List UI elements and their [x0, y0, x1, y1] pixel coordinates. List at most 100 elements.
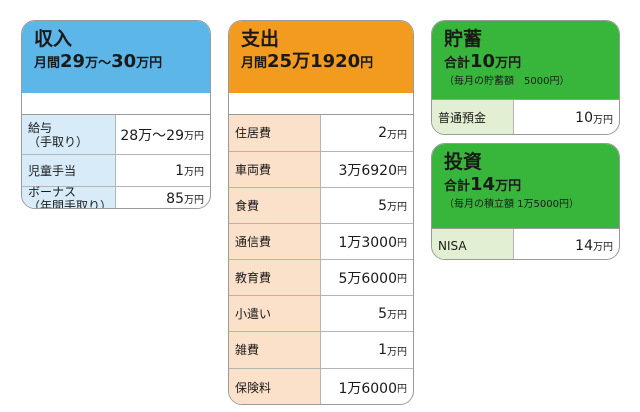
- investment-total-amount: 14: [470, 174, 496, 195]
- savings-total-prefix: 合計: [444, 56, 471, 71]
- savings-header: 貯蓄 合計10万円 （毎月の貯蓄額 5000円）: [432, 21, 619, 99]
- expense-row-value-num: 1万6000: [338, 380, 397, 397]
- investment-row-value-unit: 万円: [593, 242, 613, 253]
- income-row-label-line2: （手取り）: [28, 134, 89, 149]
- expense-row-value: 1万3000 円: [321, 224, 413, 259]
- savings-card: 貯蓄 合計10万円 （毎月の貯蓄額 5000円） 普通預金 10 万円: [431, 20, 620, 135]
- expense-row-allowance: 小遣い 5 万円: [229, 296, 413, 332]
- investment-total: 合計14万円: [444, 174, 607, 198]
- expense-row-value-num: 1万3000: [338, 234, 397, 251]
- expense-row-value-num: 3万6920: [338, 162, 397, 179]
- investment-title: 投資: [444, 151, 483, 173]
- expense-row-label: 小遣い: [229, 296, 321, 331]
- expense-row-education: 教育費 5万6000 円: [229, 260, 413, 296]
- expense-row-label: 通信費: [229, 224, 321, 259]
- investment-total-unit: 万円: [495, 179, 522, 194]
- income-total-prefix: 月間: [34, 56, 61, 71]
- expense-row-vehicle: 車両費 3万6920 円: [229, 152, 413, 188]
- income-row-label: 給与 （手取り）: [22, 115, 116, 154]
- income-row-value-unit: 万円: [184, 167, 204, 178]
- income-row-label: ボーナス （年間手取り）: [22, 184, 116, 209]
- expense-row-value-unit: 万円: [387, 346, 407, 358]
- expense-row-value-num: 2: [378, 125, 387, 141]
- savings-total-amount: 10: [470, 51, 496, 72]
- savings-subtitle: （毎月の貯蓄額 5000円）: [444, 76, 570, 87]
- expense-row-label: 住居費: [229, 115, 321, 151]
- savings-row-value: 10 万円: [514, 100, 619, 134]
- income-row-value-unit: 万円: [184, 131, 204, 142]
- expense-row-insurance: 保険料 1万6000 円: [229, 369, 413, 404]
- expense-card: 支出 月間25万1920円 住居費 2 万円 車両費 3万6920 円 食費 5 万円…: [228, 20, 414, 405]
- investment-table: NISA 14 万円: [432, 228, 619, 259]
- income-row-value-num: 1: [175, 162, 184, 179]
- expense-total-prefix: 月間: [241, 56, 268, 71]
- expense-table: 住居費 2 万円 車両費 3万6920 円 食費 5 万円 通信費 1万3000 円 教…: [229, 114, 413, 404]
- expense-row-value: 2 万円: [321, 115, 413, 151]
- expense-row-value: 3万6920 円: [321, 152, 413, 187]
- savings-row-label: 普通預金: [432, 100, 514, 134]
- expense-row-value: 5 万円: [321, 188, 413, 223]
- expense-row-value: 1 万円: [321, 332, 413, 368]
- savings-table: 普通預金 10 万円: [432, 99, 619, 134]
- expense-row-value-num: 1: [378, 342, 387, 358]
- expense-row-housing: 住居費 2 万円: [229, 115, 413, 152]
- expense-row-value-unit: 万円: [387, 129, 407, 141]
- expense-row-label: 食費: [229, 188, 321, 223]
- income-header: 収入 月間29万～30万円: [22, 21, 210, 93]
- expense-row-telecom: 通信費 1万3000 円: [229, 224, 413, 260]
- investment-subtitle: （毎月の積立額 1万5000円）: [444, 199, 579, 210]
- investment-row-value-num: 14: [575, 237, 593, 254]
- expense-header: 支出 月間25万1920円: [229, 21, 413, 93]
- income-row-value: 28万～29 万円: [116, 115, 210, 154]
- expense-total: 月間25万1920円: [241, 51, 401, 75]
- expense-row-label: 教育費: [229, 260, 321, 295]
- expense-row-value-num: 5万6000: [338, 270, 397, 287]
- income-row-label-line1: ボーナス: [28, 184, 77, 199]
- income-row-bonus: ボーナス （年間手取り） 85 万円: [22, 184, 210, 209]
- expense-total-unit: 円: [360, 56, 374, 71]
- expense-row-food: 食費 5 万円: [229, 188, 413, 224]
- savings-total-unit: 万円: [495, 56, 522, 71]
- income-total-min: 29: [60, 51, 86, 72]
- expense-row-value: 5 万円: [321, 296, 413, 331]
- income-row-label-line2: （年間手取り）: [28, 198, 113, 209]
- expense-row-value-unit: 円: [397, 274, 407, 285]
- savings-row-deposit: 普通預金 10 万円: [432, 100, 619, 134]
- income-card: 収入 月間29万～30万円 給与 （手取り） 28万～29 万円 児童手当 1 万円…: [21, 20, 211, 209]
- income-row-value-unit: 万円: [184, 195, 204, 206]
- income-row-salary: 給与 （手取り） 28万～29 万円: [22, 115, 210, 155]
- expense-title: 支出: [241, 28, 280, 50]
- investment-total-prefix: 合計: [444, 179, 471, 194]
- income-table: 給与 （手取り） 28万～29 万円 児童手当 1 万円 ボーナス （年間手取り） …: [22, 114, 210, 208]
- income-row-label-line1: 給与: [28, 120, 53, 135]
- expense-row-label: 保険料: [229, 369, 321, 404]
- income-title: 収入: [34, 28, 73, 50]
- income-row-label: 児童手当: [22, 155, 116, 186]
- expense-row-value-unit: 万円: [387, 310, 407, 321]
- investment-header: 投資 合計14万円 （毎月の積立額 1万5000円）: [432, 144, 619, 228]
- expense-row-misc: 雑費 1 万円: [229, 332, 413, 369]
- expense-row-value: 5万6000 円: [321, 260, 413, 295]
- investment-row-label: NISA: [432, 229, 514, 259]
- income-total-separator: 万～: [85, 56, 112, 71]
- expense-row-value-unit: 万円: [387, 202, 407, 213]
- income-row-label-line1: 児童手当: [28, 163, 77, 178]
- expense-row-label: 雑費: [229, 332, 321, 368]
- expense-row-value-unit: 円: [397, 238, 407, 249]
- expense-row-value-num: 5: [378, 197, 387, 214]
- income-total-max: 30: [111, 51, 137, 72]
- savings-row-value-unit: 万円: [593, 114, 613, 126]
- income-total-unit: 万円: [136, 56, 163, 71]
- investment-card: 投資 合計14万円 （毎月の積立額 1万5000円） NISA 14 万円: [431, 143, 620, 260]
- income-total: 月間29万～30万円: [34, 51, 198, 75]
- income-row-value-num: 28万～29: [120, 127, 184, 144]
- savings-total: 合計10万円: [444, 51, 607, 75]
- expense-row-value: 1万6000 円: [321, 369, 413, 404]
- income-row-child-allowance: 児童手当 1 万円: [22, 155, 210, 187]
- expense-row-value-unit: 円: [397, 166, 407, 177]
- income-row-value: 85 万円: [116, 187, 210, 208]
- expense-total-amount: 25万1920: [267, 51, 361, 72]
- savings-row-value-num: 10: [575, 110, 593, 126]
- expense-row-label: 車両費: [229, 152, 321, 187]
- investment-row-nisa: NISA 14 万円: [432, 229, 619, 259]
